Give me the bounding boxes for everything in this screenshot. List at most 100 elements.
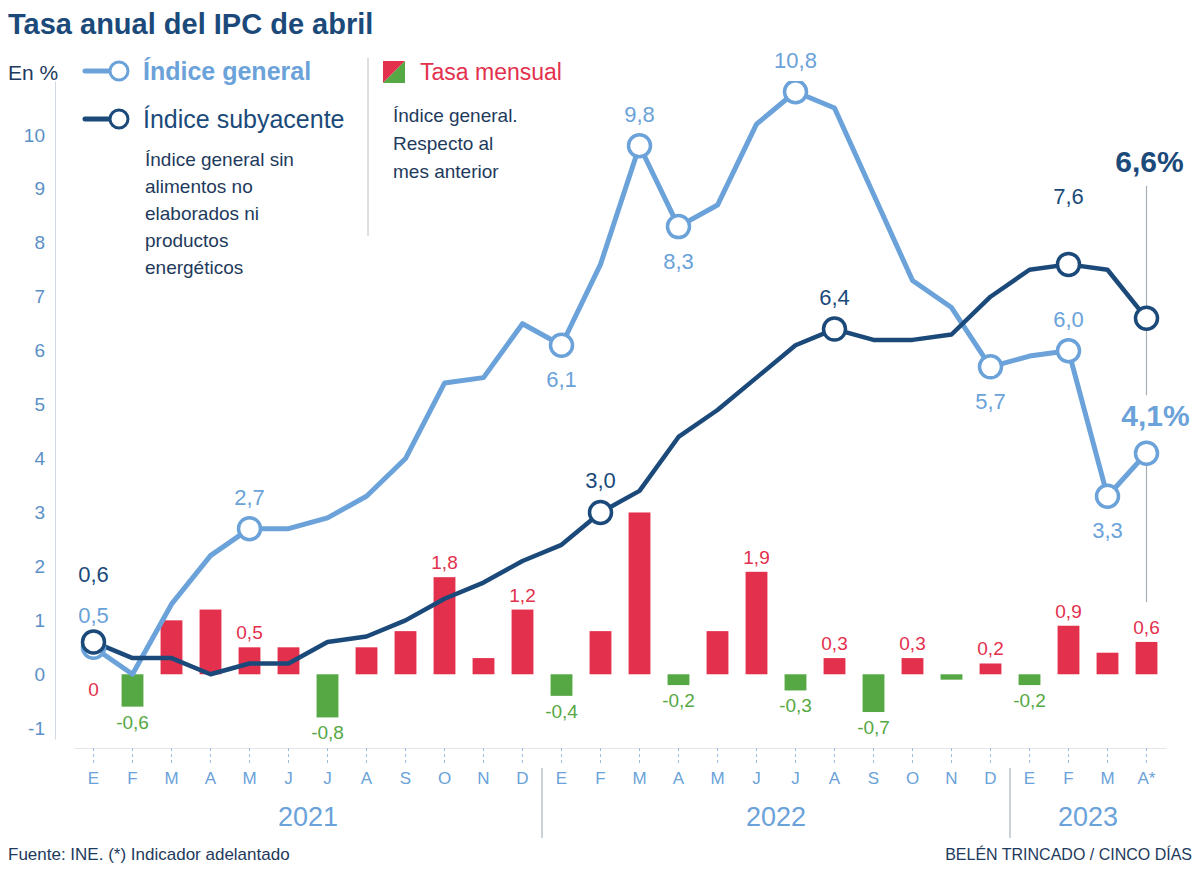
y-tick: 1 — [34, 610, 55, 631]
x-tick-label: S — [868, 769, 879, 788]
x-tick-label: O — [438, 769, 451, 788]
marker — [551, 334, 573, 356]
legend-marker — [110, 110, 128, 128]
bar-label: 1,2 — [509, 585, 535, 606]
y-tick: 2 — [34, 556, 55, 577]
x-tick-mark — [912, 748, 913, 766]
x-tick-mark — [990, 748, 991, 766]
x-tick-label: M — [710, 769, 724, 788]
x-tick-label: M — [1100, 769, 1114, 788]
y-tick-label: 3 — [34, 502, 45, 523]
bar — [668, 674, 690, 685]
line-label: 2,7 — [234, 485, 265, 510]
bar — [239, 647, 261, 674]
line-label: 6,0 — [1053, 307, 1084, 332]
x-tick-mark — [678, 748, 679, 766]
x-tick: A — [673, 748, 685, 788]
y-tick: 3 — [34, 502, 55, 523]
x-tick: A — [205, 748, 217, 788]
bar-label: -0,2 — [662, 690, 695, 711]
bar-label: -0,2 — [1013, 690, 1046, 711]
x-tick: M — [632, 748, 646, 788]
bar-label: -0,8 — [311, 722, 344, 743]
highlight-line — [1146, 186, 1147, 395]
x-tick-label: A — [673, 769, 685, 788]
x-tick-label: F — [595, 769, 605, 788]
bar — [161, 620, 183, 674]
bar-series — [122, 512, 1158, 717]
bar — [200, 610, 222, 675]
marker — [1136, 442, 1158, 464]
bar — [551, 674, 573, 696]
y-tick-label: 4 — [34, 448, 45, 469]
y-tick: 5 — [34, 394, 55, 415]
legend-swatch — [383, 61, 405, 83]
x-tick-mark — [1068, 748, 1069, 766]
x-tick-mark — [951, 748, 952, 766]
y-tick-label: 0 — [34, 664, 45, 685]
marker — [980, 356, 1002, 378]
x-tick: A — [361, 748, 373, 788]
x-tick-label: F — [1063, 769, 1073, 788]
y-tick: 9 — [34, 178, 55, 199]
x-tick-mark — [795, 748, 796, 766]
x-tick: S — [868, 748, 879, 788]
marker — [824, 318, 846, 340]
x-tick: O — [438, 748, 451, 788]
x-tick-label: J — [323, 769, 332, 788]
year-separator — [1010, 768, 1011, 838]
legend-note: Índice general. — [393, 105, 518, 126]
bar-label: 0,9 — [1055, 601, 1081, 622]
legend-label: Tasa mensual — [420, 59, 562, 85]
marker-series — [83, 253, 1158, 653]
bar-label: 1,8 — [431, 552, 457, 573]
line-label: 5,7 — [975, 389, 1006, 414]
marker — [1058, 253, 1080, 275]
line-label: 3,3 — [1092, 518, 1123, 543]
bar — [629, 512, 651, 674]
x-tick-mark — [1146, 748, 1147, 766]
legend-label: Índice subyacente — [143, 105, 345, 133]
credit: BELÉN TRINCADO / CINCO DÍAS — [945, 845, 1192, 863]
x-tick-label: S — [400, 769, 411, 788]
x-tick: E — [556, 748, 567, 788]
x-tick-mark — [639, 748, 640, 766]
bar-label: 0 — [88, 679, 99, 700]
bar — [512, 610, 534, 675]
bar — [902, 658, 924, 674]
y-tick: 6 — [34, 340, 55, 361]
x-tick-label: M — [242, 769, 256, 788]
x-tick-label: J — [284, 769, 293, 788]
y-tick: -1 — [28, 718, 55, 739]
bar — [122, 674, 144, 706]
x-tick: M — [164, 748, 178, 788]
bar-label: 0,3 — [899, 633, 925, 654]
x-tick: F — [595, 748, 605, 788]
x-tick: F — [1063, 748, 1073, 788]
marker — [239, 518, 261, 540]
y-tick-label: 7 — [34, 286, 45, 307]
x-tick-label: F — [127, 769, 137, 788]
year-label: 2022 — [746, 802, 806, 832]
line-label: 7,6 — [1053, 184, 1084, 209]
marker — [668, 216, 690, 238]
y-tick-label: 8 — [34, 232, 45, 253]
y-tick: 0 — [34, 664, 55, 685]
bar — [473, 658, 495, 674]
bar — [1019, 674, 1041, 685]
x-tick: N — [477, 748, 489, 788]
marker — [1097, 485, 1119, 507]
x-tick-mark — [873, 748, 874, 766]
x-tick-mark — [1107, 748, 1108, 766]
x-tick-mark — [444, 748, 445, 766]
bar — [356, 647, 378, 674]
y-tick: 10 — [24, 125, 55, 146]
x-tick-label: J — [752, 769, 761, 788]
line-label: 6,4 — [819, 285, 850, 310]
bar — [863, 674, 885, 712]
line — [94, 92, 1147, 674]
y-axis-label: En % — [8, 61, 58, 84]
data-labels: 0-0,60,5-0,81,81,2-0,4-0,21,9-0,30,3-0,7… — [78, 48, 1189, 744]
line-label: 6,1 — [546, 367, 577, 392]
x-tick: S — [400, 748, 411, 788]
